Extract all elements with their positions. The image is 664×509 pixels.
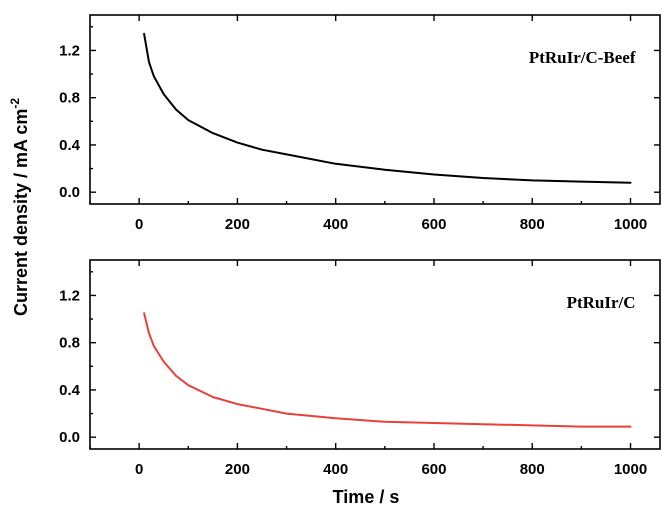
panel-top: 0 200 400 600 800 1000 0.0 0.4 0.8 1.2 PtRuIr/C-Be…	[59, 14, 661, 233]
y-tick-label: 0.8	[59, 90, 80, 107]
y-tick-label: 0.8	[59, 335, 80, 352]
series-line	[143, 312, 632, 428]
panel-bottom: 0 200 400 600 800 1000 0.0 0.4 0.8 1.2 PtRuIr/C	[59, 259, 661, 478]
x-axis-title: Time / s	[333, 487, 400, 507]
x-tick-label: 1000	[614, 216, 647, 233]
y-tick-label: 1.2	[59, 287, 80, 304]
y-axis-title: Current density / mA cm-2	[8, 98, 31, 316]
x-tick-label: 200	[225, 461, 250, 478]
x-tick-label: 1000	[614, 461, 647, 478]
x-tick-label: 400	[323, 461, 348, 478]
x-tick-label: 0	[135, 216, 143, 233]
series-line	[143, 32, 632, 184]
panel-label: PtRuIr/C-Beef	[529, 48, 636, 67]
y-tick-label: 0.0	[59, 429, 80, 446]
plot-frame	[89, 259, 661, 450]
x-tick-label: 800	[520, 216, 545, 233]
y-tick-label: 1.2	[59, 42, 80, 59]
y-tick-label: 0.0	[59, 184, 80, 201]
x-tick-label: 200	[225, 216, 250, 233]
panel-label: PtRuIr/C	[567, 293, 636, 312]
x-tick-label: 400	[323, 216, 348, 233]
x-tick-label: 600	[421, 461, 446, 478]
plot-frame	[89, 14, 661, 205]
y-tick-label: 0.4	[59, 137, 81, 154]
y-tick-label: 0.4	[59, 382, 81, 399]
x-tick-label: 0	[135, 461, 143, 478]
x-tick-label: 800	[520, 461, 545, 478]
x-tick-label: 600	[421, 216, 446, 233]
